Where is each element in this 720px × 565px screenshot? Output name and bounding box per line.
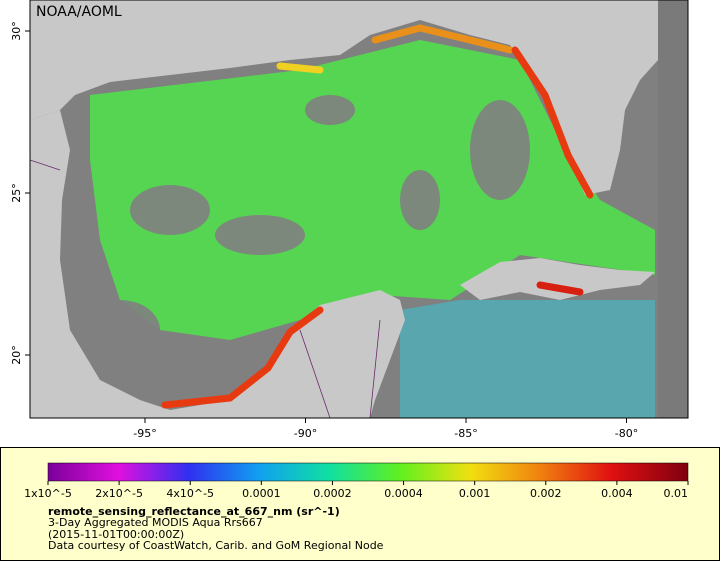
land-north	[30, 0, 658, 195]
land-mexico	[30, 110, 405, 418]
caption-dataset: 3-Day Aggregated MODIS Aqua Rrs667	[48, 516, 263, 529]
lon-label: -90°	[294, 427, 317, 440]
axes: 30° 25° 20° -95° -90° -85° -80°	[10, 21, 638, 440]
no-data-strip	[658, 0, 688, 418]
lon-label: -80°	[615, 427, 638, 440]
caribbean-signal	[400, 300, 655, 418]
lon-label: -85°	[454, 427, 477, 440]
colorbar-label: 0.0001	[242, 487, 281, 500]
colorbar-label: 1x10^-5	[24, 487, 72, 500]
no-data-holes	[80, 95, 530, 360]
coastal-high-values	[161, 24, 594, 409]
colorbar-labels: 1x10^-5 2x10^-5 4x10^-5 0.0001 0.0002 0.0004 0…	[24, 481, 689, 500]
colorbar-label: 0.0004	[384, 487, 423, 500]
colorbar-label: 0.002	[530, 487, 562, 500]
credit: NOAA/AOML	[36, 4, 122, 20]
lat-label: 20°	[10, 345, 23, 365]
lat-label: 30°	[10, 21, 23, 41]
land-cuba	[460, 258, 655, 300]
colorbar	[47, 462, 689, 482]
colorbar-label: 0.01	[664, 487, 689, 500]
colorbar-label: 0.004	[601, 487, 633, 500]
colorbar-label: 2x10^-5	[95, 487, 143, 500]
map-area: NOAA/AOML	[30, 0, 688, 418]
caption-time: (2015-11-01T00:00:00Z)	[48, 528, 184, 541]
colorbar-label: 0.001	[459, 487, 491, 500]
lat-label: 25°	[10, 183, 23, 203]
colorbar-label: 4x10^-5	[166, 487, 214, 500]
borders	[30, 159, 381, 418]
map-frame	[29, 0, 689, 419]
caption-courtesy: Data courtesy of CoastWatch, Carib. and …	[48, 539, 384, 552]
colorbar-label: 0.0002	[313, 487, 352, 500]
lon-label: -95°	[133, 427, 156, 440]
caption-variable: remote_sensing_reflectance_at_667_nm (sr…	[48, 505, 340, 518]
